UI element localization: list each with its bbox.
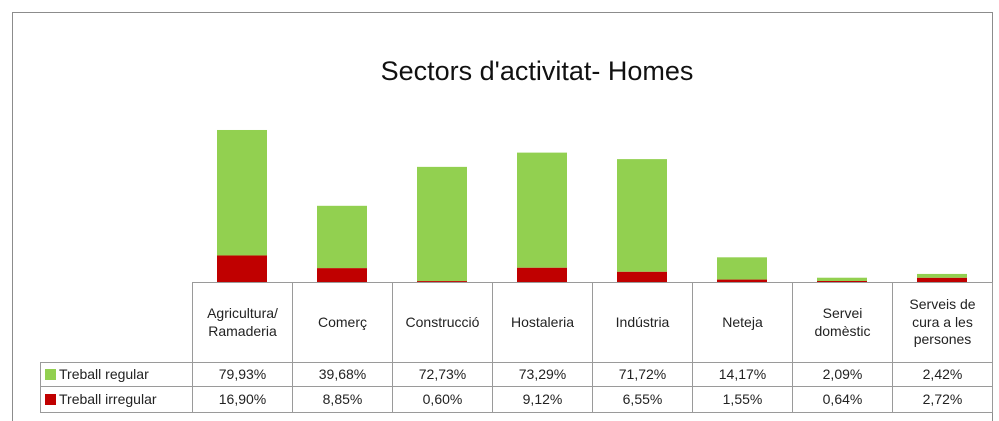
value-cell: 71,72% <box>592 362 693 387</box>
bar-segment <box>217 255 267 282</box>
value-cell: 0,60% <box>392 386 493 413</box>
bar-segment <box>317 268 367 282</box>
bar-segment <box>717 279 767 282</box>
chart-title: Sectors d'activitat- Homes <box>381 56 694 86</box>
x-tick-label: Agricultura/ Ramaderia <box>192 282 293 363</box>
bar-segment <box>617 271 667 282</box>
bar-segment <box>417 281 467 282</box>
bar-segment <box>217 129 267 256</box>
value-cell: 8,85% <box>292 386 393 413</box>
value-cell: 6,55% <box>592 386 693 413</box>
value-cell: 2,42% <box>892 362 993 387</box>
legend-swatch <box>45 369 56 380</box>
value-cell: 14,17% <box>692 362 793 387</box>
value-cell: 2,72% <box>892 386 993 413</box>
x-tick-label: Indústria <box>592 282 693 363</box>
value-cell: 2,09% <box>792 362 893 387</box>
legend-cell: Treball irregular <box>40 386 193 413</box>
legend-label: Treball irregular <box>59 390 157 407</box>
value-cell: 0,64% <box>792 386 893 413</box>
bar-segment <box>817 277 867 281</box>
value-cell: 39,68% <box>292 362 393 387</box>
value-cell: 9,12% <box>492 386 593 413</box>
bar-segment <box>817 280 867 282</box>
bar-segment <box>317 205 367 269</box>
bar-segment <box>917 273 967 278</box>
x-tick-label: Construcció <box>392 282 493 363</box>
bar-segment <box>417 166 467 282</box>
value-cell: 1,55% <box>692 386 793 413</box>
legend-label: Treball regular <box>59 365 149 382</box>
chart-frame <box>12 12 993 421</box>
value-cell: 16,90% <box>192 386 293 413</box>
x-tick-label: Comerç <box>292 282 393 363</box>
x-tick-label: Servei domèstic <box>792 282 893 363</box>
bar-segment <box>717 257 767 280</box>
x-tick-label: Hostaleria <box>492 282 593 363</box>
bar-segment <box>617 159 667 272</box>
legend-swatch <box>45 394 56 405</box>
x-tick-label: Serveis de cura a les persones <box>892 282 993 363</box>
value-cell: 73,29% <box>492 362 593 387</box>
bar-segment <box>517 152 567 268</box>
x-tick-label: Neteja <box>692 282 793 363</box>
legend-cell: Treball regular <box>40 362 193 387</box>
bar-segment <box>917 277 967 282</box>
value-cell: 79,93% <box>192 362 293 387</box>
bar-segment <box>517 267 567 282</box>
value-cell: 72,73% <box>392 362 493 387</box>
